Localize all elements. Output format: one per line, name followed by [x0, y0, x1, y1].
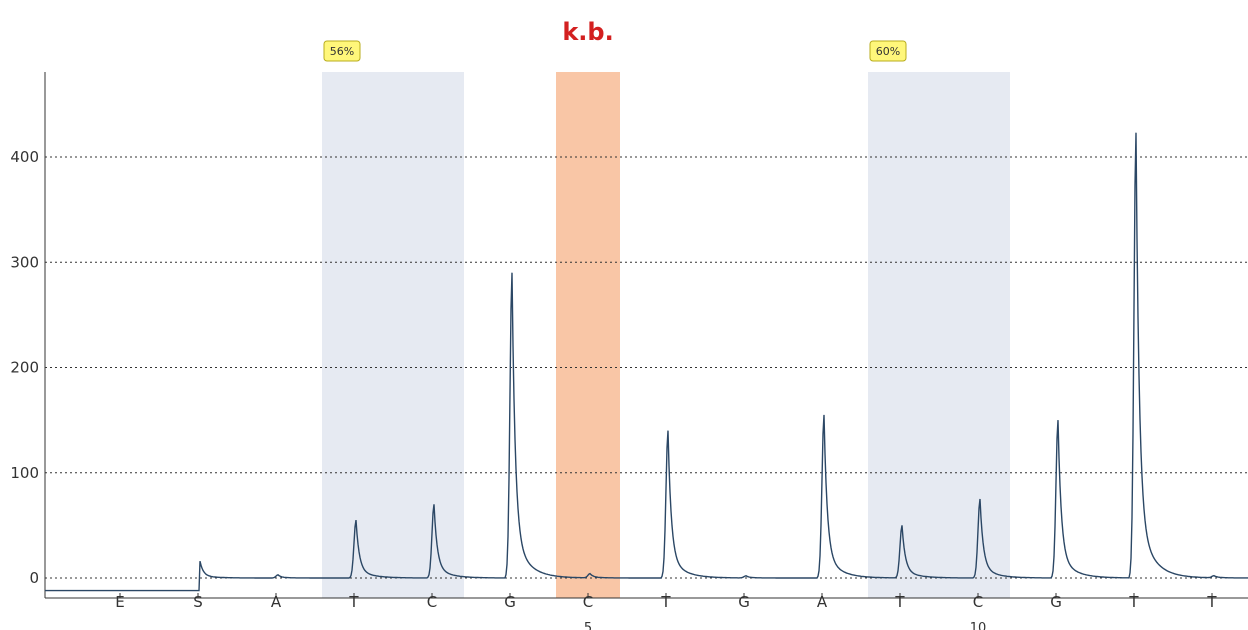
- y-tick-label: 300: [10, 253, 39, 271]
- cpg-region: [868, 72, 1010, 598]
- highlight-regions: [322, 72, 1010, 598]
- cpg-region: [322, 72, 464, 598]
- dispensation-label: T: [894, 593, 905, 611]
- y-tick-labels: 0 100 200 300 400: [10, 148, 39, 587]
- dispensation-label: G: [1050, 593, 1062, 611]
- y-tick-label: 200: [10, 359, 39, 377]
- signal-trace: [45, 132, 1248, 592]
- dispensation-label: T: [348, 593, 359, 611]
- methylation-badge-label: 60%: [876, 45, 900, 58]
- position-label: 10: [970, 621, 987, 630]
- position-label: 5: [584, 621, 592, 630]
- dispensation-label: C: [427, 593, 437, 611]
- dispensation-label: G: [738, 593, 750, 611]
- methylation-badge: [869, 40, 907, 62]
- y-tick-label: 400: [10, 148, 39, 166]
- methylation-badge-label: 56%: [330, 45, 354, 58]
- dispensation-label: G: [504, 593, 516, 611]
- dispensation-label: C: [973, 593, 983, 611]
- dispensation-label: S: [193, 593, 203, 611]
- dispensation-label: E: [115, 593, 124, 611]
- dispensation-label: T: [1128, 593, 1139, 611]
- y-tick-label: 100: [10, 464, 39, 482]
- dispensation-label: T: [1206, 593, 1217, 611]
- signal-line: [45, 132, 1248, 592]
- position-labels: 5 10: [584, 621, 986, 630]
- dispensation-label: A: [271, 593, 282, 611]
- control-region: [556, 72, 620, 598]
- methylation-badge: [323, 40, 361, 62]
- dispensation-label: C: [583, 593, 593, 611]
- region-annotations: 56% k.b. 60%: [323, 18, 907, 62]
- control-label: k.b.: [562, 18, 613, 46]
- grid-lines: [45, 156, 1248, 579]
- dispensation-label: T: [660, 593, 671, 611]
- axes: [44, 72, 1248, 599]
- dispensation-label: A: [817, 593, 828, 611]
- y-tick-label: 0: [29, 569, 39, 587]
